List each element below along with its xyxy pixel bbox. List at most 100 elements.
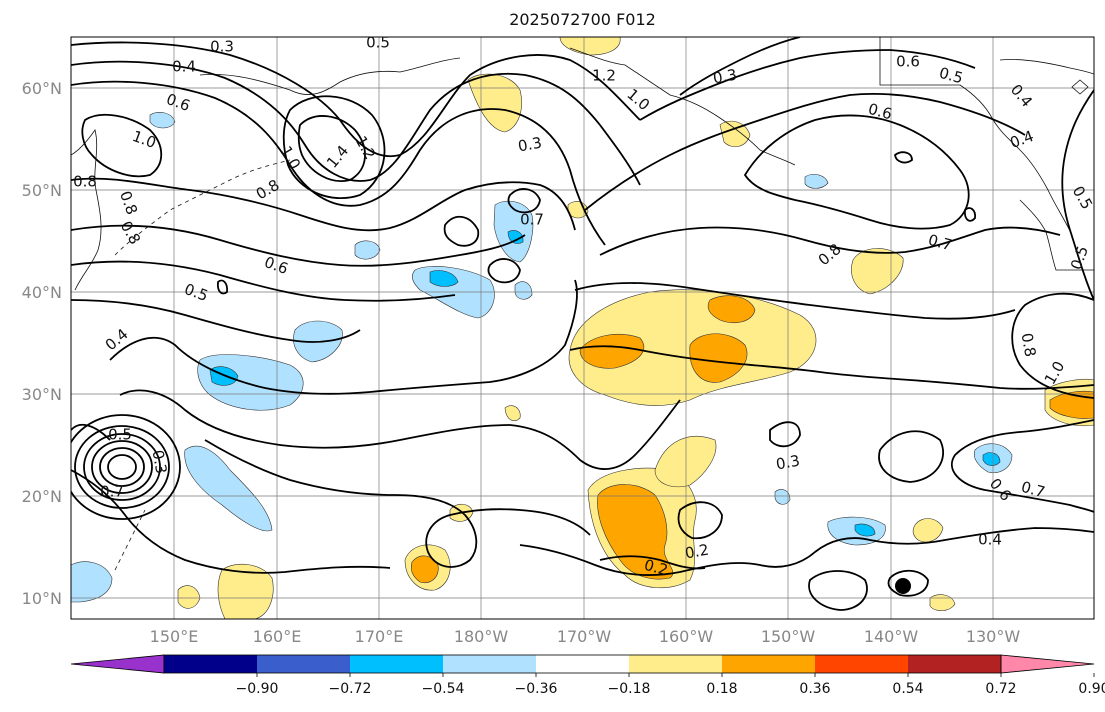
contour-label: 0.3 bbox=[712, 66, 739, 88]
contour-label: 0.5 bbox=[108, 426, 132, 444]
contour-line bbox=[81, 113, 163, 178]
contour-line bbox=[282, 95, 386, 200]
contour-line bbox=[443, 216, 480, 247]
contour-line bbox=[71, 60, 641, 186]
coastline-dashed bbox=[114, 509, 146, 571]
contour-label: 0.7 bbox=[926, 231, 954, 255]
contour-label: 0.3 bbox=[149, 449, 171, 476]
contour-ring bbox=[91, 440, 153, 494]
closed-low-rings bbox=[71, 414, 181, 520]
lon-tick-label: 170°E bbox=[355, 627, 404, 646]
lon-tick-label: 140°W bbox=[864, 627, 919, 646]
contour-ring bbox=[99, 447, 145, 487]
coastline-dashed bbox=[114, 159, 291, 256]
shade-strong-positive-region bbox=[597, 484, 674, 580]
contour-line bbox=[109, 279, 578, 395]
colorbar-swatch bbox=[722, 655, 815, 673]
lon-tick-label: 160°W bbox=[659, 627, 714, 646]
shade-strong-positive-region bbox=[707, 295, 756, 323]
colorbar-tick-label: 0.72 bbox=[985, 681, 1016, 697]
colorbar-tick-label: 0.36 bbox=[799, 681, 830, 697]
shade-positive-region bbox=[654, 436, 717, 488]
colorbar-extension-high bbox=[1000, 654, 1095, 674]
contour-line bbox=[887, 569, 929, 597]
lat-tick-label: 10°N bbox=[22, 589, 62, 608]
shade-positive-region bbox=[504, 405, 521, 421]
contour-line bbox=[71, 177, 576, 232]
contour-line bbox=[119, 389, 681, 470]
shade-negative-region bbox=[149, 112, 176, 129]
shade-strong-negative-region bbox=[429, 270, 459, 287]
shade-negative-region bbox=[804, 174, 829, 189]
colorbar-swatch bbox=[164, 655, 257, 673]
contour-ring bbox=[83, 433, 161, 501]
colorbar: −0.90 −0.72 −0.54 −0.36 −0.18 0.18 0.36 0.54 0.7… bbox=[70, 654, 1105, 697]
contour-label: 0.5 bbox=[366, 34, 390, 52]
contour-line bbox=[679, 37, 801, 96]
contour-line bbox=[487, 258, 521, 284]
contour-label: 1.2 bbox=[592, 67, 616, 85]
contour-line bbox=[507, 188, 541, 214]
contour-line bbox=[639, 49, 976, 121]
colorbar-swatch bbox=[257, 655, 350, 673]
contour-line bbox=[677, 501, 723, 540]
colorbar-tick-label: 0.18 bbox=[706, 681, 737, 697]
contour-label: 0.8 bbox=[73, 173, 97, 191]
colorbar-tick-label: −0.90 bbox=[236, 681, 279, 697]
contour-line bbox=[216, 279, 228, 295]
contour-label: 0.2 bbox=[642, 556, 670, 580]
contour-label: 0.3 bbox=[775, 452, 802, 474]
contour-label: 0.7 bbox=[520, 211, 544, 229]
shade-positive-region bbox=[719, 120, 751, 148]
shade-positive-region bbox=[912, 518, 944, 543]
contour-ring bbox=[71, 414, 181, 520]
contour-line bbox=[204, 439, 591, 568]
colorbar-frame bbox=[163, 654, 1002, 674]
contour-label: 0.5 bbox=[937, 64, 965, 88]
colorbar-swatch bbox=[908, 655, 1001, 673]
shade-positive-region bbox=[851, 248, 904, 295]
contour-line bbox=[71, 80, 606, 246]
contour-label: 0.8 bbox=[1018, 332, 1040, 359]
contour-line bbox=[964, 207, 976, 222]
contour-label: 0.3 bbox=[210, 38, 234, 56]
plot-frame bbox=[70, 36, 1095, 620]
contour-line bbox=[599, 226, 1061, 256]
colorbar-extension-low bbox=[70, 654, 165, 674]
longitude-axis: 150°E 160°E 170°E 180°W 170°W 160°W 150°W 140°W… bbox=[150, 627, 1021, 646]
contour-line bbox=[574, 282, 1016, 320]
coastline bbox=[999, 59, 1094, 75]
colorbar-swatch bbox=[815, 655, 908, 673]
contour-label: 0.3 bbox=[517, 134, 544, 156]
shade-strong-positive-region bbox=[689, 333, 748, 383]
lon-tick-label: 180°W bbox=[454, 627, 509, 646]
contour-label: 0.6 bbox=[896, 53, 920, 71]
contour-line bbox=[71, 224, 526, 267]
map-title: 2025072700 F012 bbox=[509, 10, 656, 29]
coastline bbox=[879, 37, 1073, 236]
shade-strong-positive-region bbox=[579, 333, 645, 369]
lon-tick-label: 170°W bbox=[557, 627, 612, 646]
lon-tick-label: 130°W bbox=[966, 627, 1021, 646]
lon-tick-label: 160°E bbox=[253, 627, 302, 646]
coastline bbox=[1071, 79, 1089, 95]
contour-line bbox=[519, 527, 1094, 576]
contour-line bbox=[878, 430, 945, 483]
contour-line bbox=[894, 151, 913, 164]
contour-line bbox=[71, 260, 456, 302]
contour-label: 0.4 bbox=[172, 58, 196, 76]
storm-marker-dot bbox=[895, 578, 911, 594]
contour-label: 0.6 bbox=[866, 100, 894, 124]
contour-line bbox=[1061, 89, 1094, 301]
contour-line bbox=[808, 570, 868, 611]
lat-tick-label: 60°N bbox=[22, 79, 62, 98]
contour-line bbox=[584, 92, 1026, 211]
contour-line bbox=[950, 419, 1094, 513]
shade-positive-region bbox=[217, 563, 274, 619]
colorbar-swatch bbox=[443, 655, 536, 673]
shade-strong-negative-region bbox=[854, 523, 876, 537]
contour-labels: 0.3 0.50.40.61.01.4 1.21.00.80.80.80.60.50… bbox=[73, 34, 1096, 580]
coastline bbox=[199, 57, 461, 95]
latitude-axis: 60°N 50°N 40°N 30°N 20°N 10°N bbox=[22, 79, 62, 608]
